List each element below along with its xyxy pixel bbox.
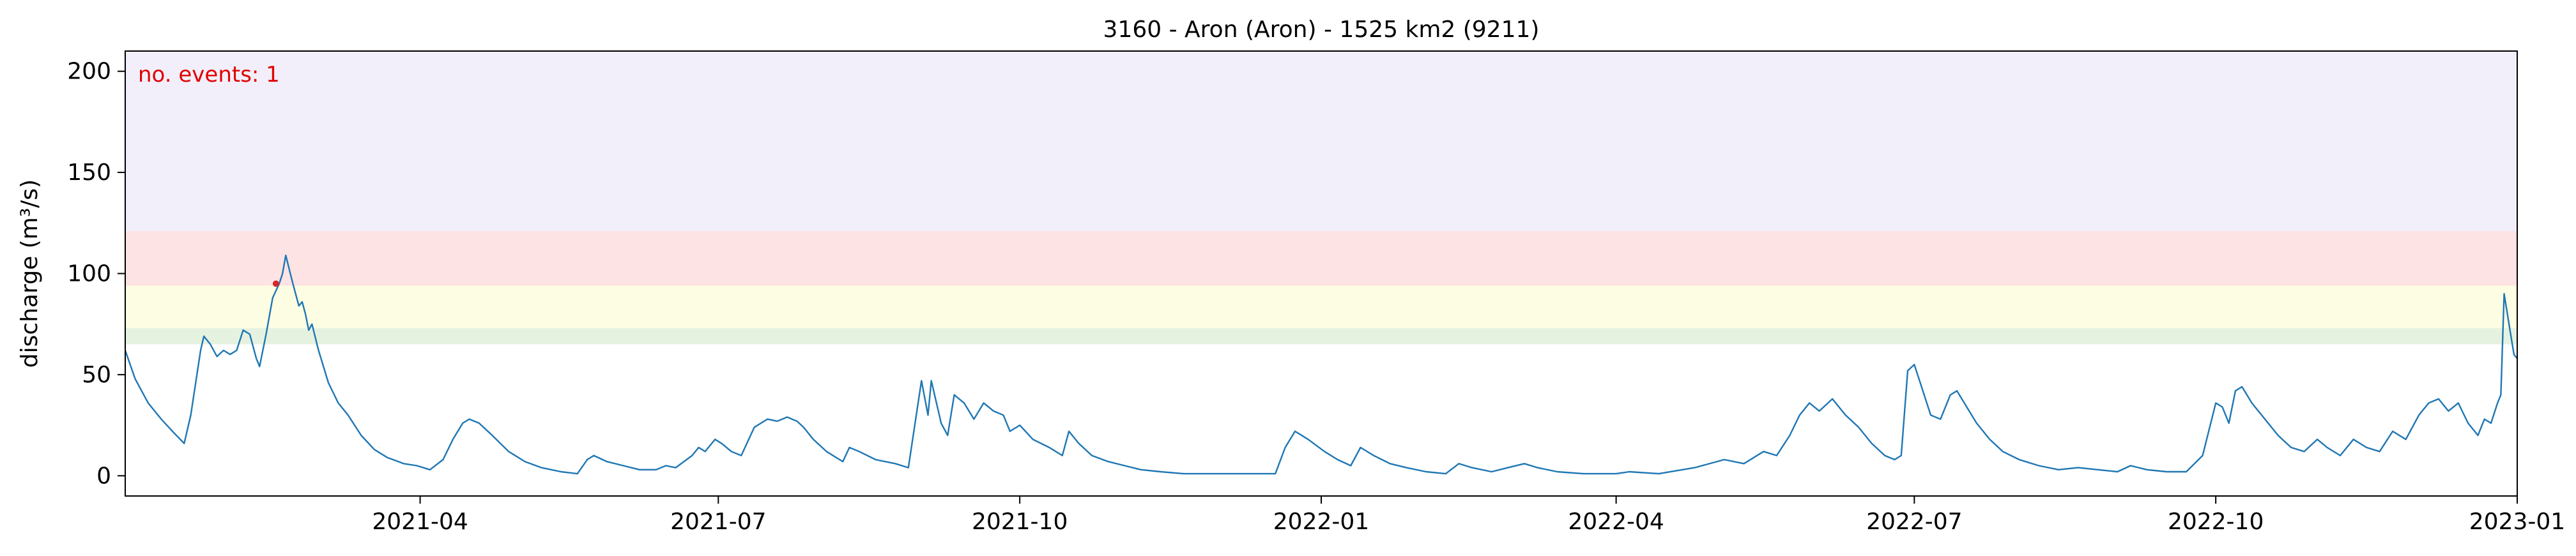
event-point-0 <box>272 280 279 287</box>
x-tick-label-5: 2022-07 <box>1866 509 1962 535</box>
series-layer <box>124 254 2518 475</box>
event-count-annotation: no. events: 1 <box>138 62 280 87</box>
threshold-bands <box>125 51 2517 345</box>
threshold-band-1 <box>125 285 2517 329</box>
y-axis-ticks: 0 50 100 150 200 <box>67 59 125 489</box>
y-tick-label-4: 200 <box>67 59 111 85</box>
threshold-band-3 <box>125 51 2517 231</box>
x-tick-label-0: 2021-04 <box>372 509 468 535</box>
event-markers <box>272 280 279 287</box>
discharge-series-line <box>124 254 2518 475</box>
y-tick-label-0: 0 <box>96 463 111 489</box>
threshold-band-2 <box>125 230 2517 286</box>
x-tick-label-6: 2022-10 <box>2168 509 2264 535</box>
x-tick-label-4: 2022-04 <box>1568 509 1664 535</box>
x-tick-label-2: 2021-10 <box>972 509 1068 535</box>
x-tick-label-3: 2022-01 <box>1273 509 1369 535</box>
x-tick-label-7: 2023-01 <box>2469 509 2565 535</box>
y-tick-label-2: 100 <box>67 261 111 287</box>
y-axis-title: discharge (m³/s) <box>17 179 43 368</box>
x-axis-ticks: 2021-04 2021-07 2021-10 2022-01 2022-04 2022-… <box>372 496 2565 535</box>
y-tick-label-1: 50 <box>82 362 111 388</box>
y-tick-label-3: 150 <box>67 160 111 186</box>
threshold-band-0 <box>125 328 2517 345</box>
chart-title: 3160 - Aron (Aron) - 1525 km2 (9211) <box>1103 17 1540 43</box>
x-tick-label-1: 2021-07 <box>670 509 766 535</box>
